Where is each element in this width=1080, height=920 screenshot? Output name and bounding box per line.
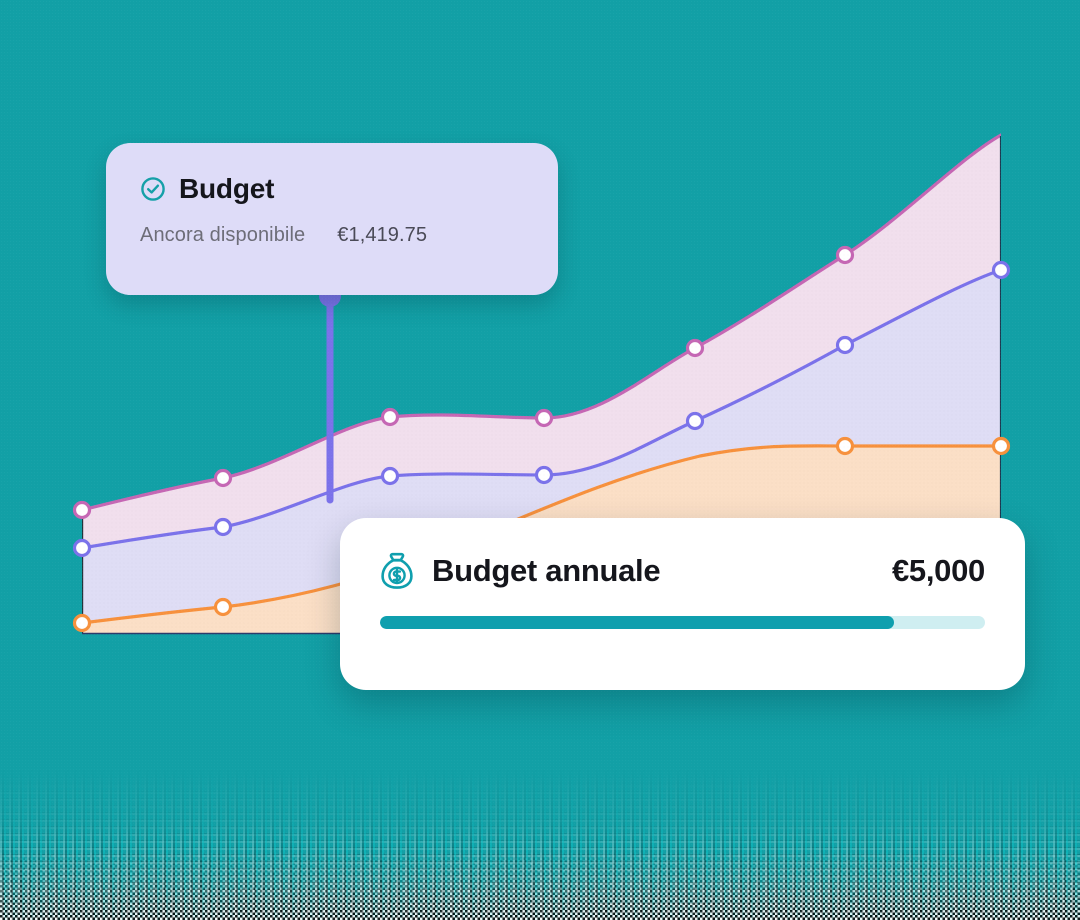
budget-tooltip-card[interactable]: Budget Ancora disponibile €1,419.75: [106, 143, 558, 295]
annual-budget-card[interactable]: Budget annuale €5,000: [340, 518, 1025, 690]
tooltip-available-value: €1,419.75: [337, 224, 428, 246]
annual-budget-amount: €5,000: [891, 553, 985, 588]
tooltip-detail-row: Ancora disponibile €1,419.75: [140, 224, 524, 247]
annual-budget-progress-track[interactable]: [380, 616, 985, 629]
tooltip-available-label: Ancora disponibile: [140, 224, 306, 246]
annual-budget-header: Budget annuale €5,000: [380, 552, 985, 590]
series-markers-spese-effettive: [72, 436, 1011, 633]
check-circle-icon: [140, 176, 166, 202]
series-markers-spese-previste: [72, 245, 855, 520]
annual-budget-title: Budget annuale: [432, 553, 661, 588]
tooltip-title: Budget: [179, 173, 275, 204]
money-bag-icon: [380, 552, 414, 590]
annual-budget-progress-fill: [380, 616, 895, 629]
tooltip-header: Budget: [140, 173, 524, 205]
series-markers-budget-disponibile: [72, 260, 1011, 558]
